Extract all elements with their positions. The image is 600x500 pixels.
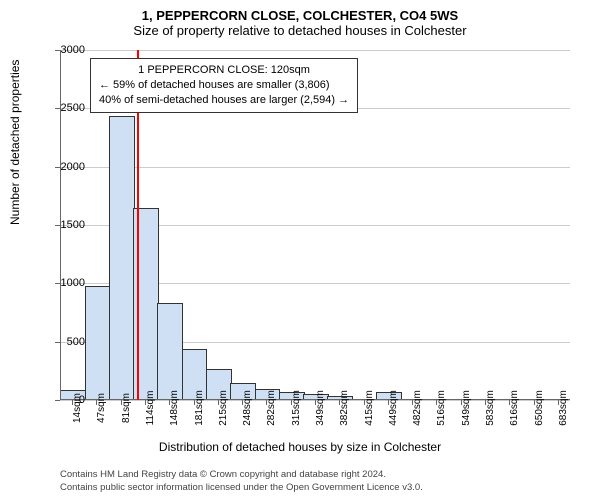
x-tick-label: 415sqm <box>364 390 375 426</box>
footer-line2: Contains public sector information licen… <box>60 482 423 494</box>
y-axis-label: Number of detached properties <box>8 60 22 225</box>
x-tick-label: 14sqm <box>72 393 83 423</box>
y-tick-label: 2000 <box>45 161 85 173</box>
chart-plot-area: 1 PEPPERCORN CLOSE: 120sqm ← 59% of deta… <box>60 50 570 400</box>
x-tick-label: 248sqm <box>242 390 253 426</box>
y-tick-label: 1000 <box>45 277 85 289</box>
annotation-line3: 40% of semi-detached houses are larger (… <box>99 93 349 108</box>
x-tick-label: 114sqm <box>145 391 156 426</box>
x-tick-label: 382sqm <box>339 390 350 426</box>
chart-title-line1: 1, PEPPERCORN CLOSE, COLCHESTER, CO4 5WS <box>0 0 600 23</box>
x-tick-label: 315sqm <box>291 390 302 426</box>
y-tick-label: 2500 <box>45 102 85 114</box>
x-tick-label: 349sqm <box>315 390 326 426</box>
x-tick-label: 583sqm <box>485 390 496 426</box>
footer-attribution: Contains HM Land Registry data © Crown c… <box>60 469 423 494</box>
x-axis-label: Distribution of detached houses by size … <box>0 440 600 454</box>
annotation-box: 1 PEPPERCORN CLOSE: 120sqm ← 59% of deta… <box>90 58 358 113</box>
y-tick-label: 1500 <box>45 219 85 231</box>
y-tick-label: 3000 <box>45 44 85 56</box>
footer-line1: Contains HM Land Registry data © Crown c… <box>60 469 423 481</box>
x-tick-label: 47sqm <box>96 393 107 423</box>
histogram-bar <box>157 303 183 400</box>
x-tick-label: 683sqm <box>558 390 569 426</box>
x-tick-label: 81sqm <box>121 393 132 423</box>
annotation-line1: 1 PEPPERCORN CLOSE: 120sqm <box>99 63 349 78</box>
x-tick-label: 549sqm <box>461 390 472 426</box>
y-tick-label: 500 <box>45 336 85 348</box>
x-tick-label: 148sqm <box>169 390 180 426</box>
x-tick-label: 650sqm <box>534 390 545 426</box>
x-tick-label: 181sqm <box>194 390 205 426</box>
x-tick-label: 616sqm <box>509 390 520 426</box>
x-tick-label: 516sqm <box>436 390 447 426</box>
x-tick-label: 282sqm <box>266 390 277 426</box>
histogram-bar <box>109 116 135 401</box>
histogram-bar <box>85 286 111 400</box>
annotation-line2: ← 59% of detached houses are smaller (3,… <box>99 78 349 93</box>
chart-title-line2: Size of property relative to detached ho… <box>0 23 600 42</box>
x-tick-label: 215sqm <box>218 390 229 426</box>
x-tick-label: 482sqm <box>412 390 423 426</box>
x-tick-label: 449sqm <box>388 390 399 426</box>
